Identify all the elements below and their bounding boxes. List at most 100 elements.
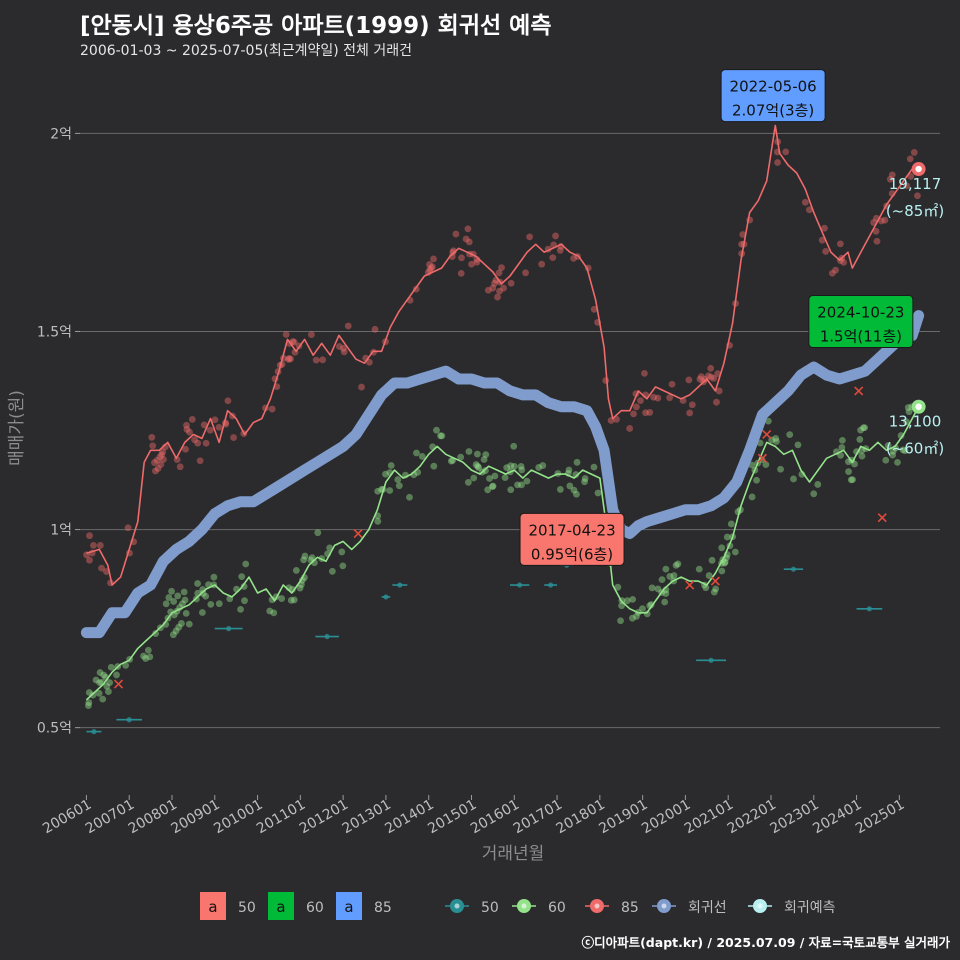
scatter-85-point bbox=[836, 240, 844, 248]
scatter-85-point bbox=[358, 383, 365, 391]
legend-key-label-85 bbox=[336, 892, 362, 920]
scatter-60-point bbox=[581, 478, 588, 486]
scatter-60-point bbox=[899, 446, 907, 454]
legend-text-line-2: 85 bbox=[621, 900, 639, 916]
scatter-85-point bbox=[774, 159, 781, 166]
legend-key-letter-60: a bbox=[276, 898, 285, 916]
scatter-60-point bbox=[170, 598, 178, 605]
scatter-60-point bbox=[794, 441, 802, 449]
scatter-60-point bbox=[488, 483, 496, 491]
scatter-60-point bbox=[394, 476, 402, 483]
scatter-85-point bbox=[458, 254, 465, 262]
scatter-60-point bbox=[484, 486, 492, 494]
scatter-60-point bbox=[106, 679, 114, 687]
scatter-85-point bbox=[176, 463, 184, 471]
scatter-60-point bbox=[168, 587, 175, 595]
scatter-60-point bbox=[647, 601, 655, 608]
scatter-85-point bbox=[340, 344, 347, 352]
scatter-85-point bbox=[491, 279, 498, 287]
scatter-85-point bbox=[707, 364, 715, 372]
scatter-60-point bbox=[162, 600, 170, 608]
grid-lines bbox=[80, 132, 940, 729]
x-mark-2 bbox=[757, 453, 768, 463]
scatter-85-point bbox=[344, 322, 352, 330]
scatter-85-point bbox=[156, 453, 164, 461]
regression-line bbox=[80, 310, 925, 639]
scatter-60-point bbox=[503, 464, 511, 472]
series-50-point-4 bbox=[383, 594, 389, 600]
scatter-60-point bbox=[489, 482, 497, 490]
scatter-60-point bbox=[882, 456, 890, 464]
scatter-60-point bbox=[702, 584, 710, 592]
annotation-date-0: 2022-05-06 bbox=[730, 78, 817, 96]
scatter-60-point bbox=[727, 520, 735, 528]
scatter-60-point bbox=[178, 600, 186, 608]
scatter-85-point bbox=[186, 428, 193, 436]
scatter-60-point bbox=[837, 451, 845, 459]
scatter-60-point bbox=[903, 418, 910, 426]
scatter-60-point bbox=[889, 447, 897, 455]
scatter-60-point bbox=[573, 490, 580, 498]
scatter-60-point bbox=[95, 689, 103, 697]
legend-key-label-50 bbox=[200, 892, 226, 920]
scatter-60-point bbox=[152, 630, 160, 637]
scatter-60-point bbox=[207, 600, 215, 608]
series-50-steps bbox=[86, 546, 883, 735]
scatter-85-point bbox=[828, 269, 836, 277]
scatter-85-point bbox=[801, 198, 809, 206]
scatter-60-point bbox=[85, 689, 93, 696]
scatter-60-point bbox=[629, 614, 636, 622]
scatter-60-point bbox=[406, 493, 413, 501]
scatter-85-point bbox=[202, 439, 210, 447]
scatter-85-point bbox=[268, 405, 276, 413]
scatter-85-point bbox=[365, 358, 373, 366]
scatter-85-point bbox=[340, 348, 348, 356]
scatter-60-point bbox=[292, 567, 300, 574]
scatter-60-point bbox=[849, 476, 856, 484]
series-50-point-1 bbox=[126, 717, 132, 723]
scatter-60-point bbox=[175, 623, 183, 631]
scatter-85-point bbox=[697, 373, 705, 381]
scatter-85-point bbox=[668, 380, 676, 388]
scatter-85-point bbox=[426, 261, 433, 268]
scatter-60-point bbox=[165, 594, 173, 601]
scatter-60-point bbox=[857, 426, 864, 434]
scatter-85-point bbox=[430, 255, 437, 263]
scatter-60-point bbox=[107, 663, 115, 671]
scatter-60-point bbox=[210, 573, 218, 581]
scatter-85-point bbox=[426, 266, 434, 274]
scatter-60-point bbox=[172, 627, 180, 635]
legend-key-label-60 bbox=[268, 892, 294, 920]
scatter-85-point bbox=[630, 410, 637, 418]
legend-key-letter-50: a bbox=[208, 898, 217, 916]
y-tick-label-3: 2억 bbox=[50, 126, 72, 142]
scatter-60-point bbox=[465, 448, 473, 455]
scatter-60-point bbox=[618, 602, 625, 610]
scatter-85-point bbox=[646, 409, 654, 416]
scatter-85-point bbox=[822, 248, 830, 255]
annotation-date-2: 2017-04-23 bbox=[528, 521, 615, 539]
scatter-60-point bbox=[670, 572, 678, 579]
scatter-85-point bbox=[914, 192, 921, 200]
scatter-85-point bbox=[182, 445, 189, 453]
scatter-60-point bbox=[762, 461, 770, 469]
scatter-85-point bbox=[626, 425, 634, 432]
series-50-point-3 bbox=[324, 633, 330, 640]
scatter-60-point bbox=[889, 451, 896, 459]
scatter-85-point bbox=[90, 542, 97, 549]
scatter-85-point bbox=[154, 465, 162, 472]
scatter-60-point bbox=[661, 598, 669, 606]
scatter-85-point bbox=[685, 376, 693, 384]
endpoint-60-marker-center bbox=[915, 403, 922, 410]
scatter-85-point bbox=[484, 286, 492, 294]
scatter-60-point bbox=[712, 585, 720, 593]
scatter-85-point bbox=[498, 264, 505, 272]
x-mark-5 bbox=[877, 513, 887, 523]
scatter-85-point bbox=[371, 325, 379, 333]
scatter-85-point bbox=[473, 258, 481, 266]
scatter-85-point bbox=[688, 401, 696, 409]
scatter-85-point bbox=[666, 394, 674, 402]
legend-dot-center-0 bbox=[454, 903, 460, 909]
scatter-85-point bbox=[98, 564, 105, 572]
series-50-point-6 bbox=[517, 582, 523, 588]
